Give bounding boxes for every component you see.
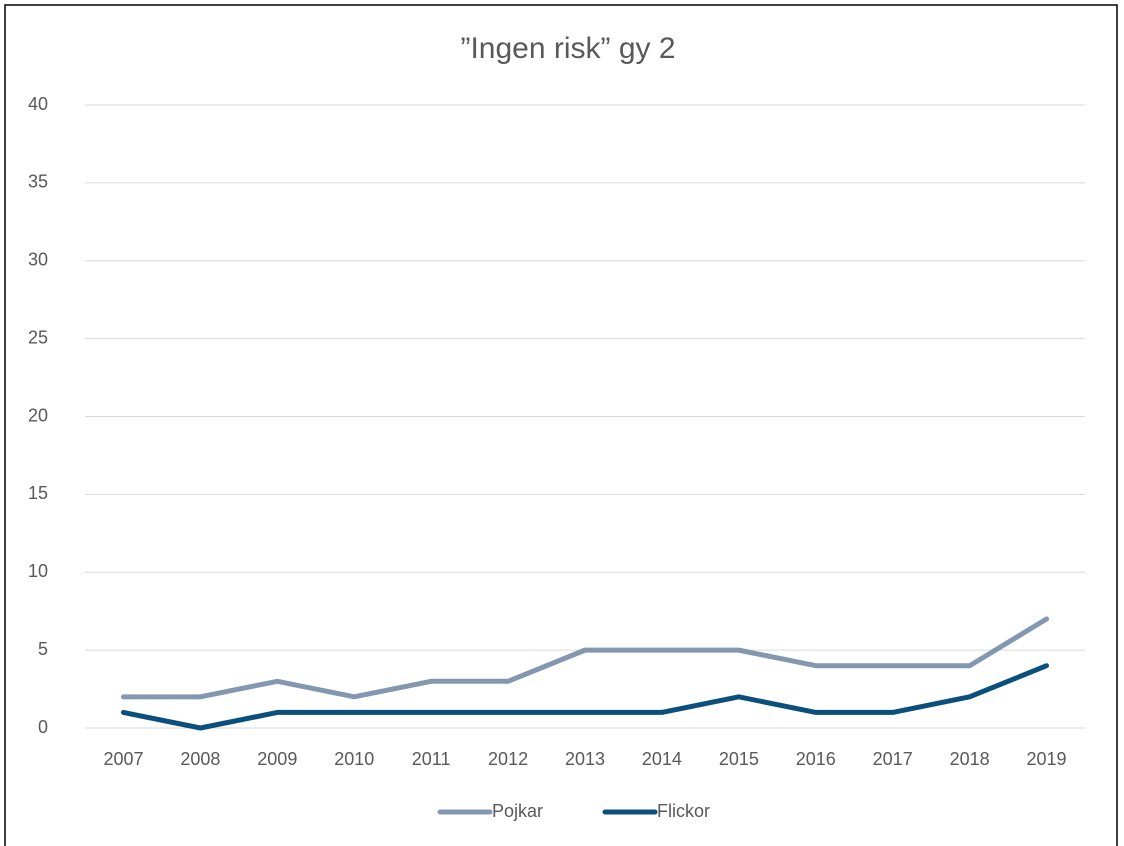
y-tick-label: 0 [38, 717, 48, 737]
chart-title: ”Ingen risk” gy 2 [460, 32, 675, 65]
x-tick-label: 2014 [642, 749, 682, 769]
series-line [120, 616, 1050, 700]
legend-label: Flickor [657, 801, 710, 821]
y-tick-label: 10 [28, 561, 48, 581]
x-tick-label: 2016 [796, 749, 836, 769]
y-tick-label: 35 [28, 172, 48, 192]
y-tick-label: 5 [38, 639, 48, 659]
x-tick-label: 2015 [719, 749, 759, 769]
x-tick-label: 2008 [180, 749, 220, 769]
y-tick-label: 20 [28, 405, 48, 425]
x-tick-label: 2009 [257, 749, 297, 769]
y-tick-label: 15 [28, 483, 48, 503]
x-tick-label: 2011 [412, 749, 451, 769]
x-tick-label: 2018 [950, 749, 990, 769]
series-line [120, 663, 1050, 731]
x-tick-label: 2010 [334, 749, 374, 769]
x-tick-label: 2019 [1027, 749, 1067, 769]
y-tick-label: 30 [28, 250, 48, 270]
x-tick-label: 2017 [873, 749, 913, 769]
x-tick-label: 2007 [103, 749, 143, 769]
y-tick-label: 25 [28, 327, 48, 347]
x-tick-label: 2013 [565, 749, 605, 769]
legend-label: Pojkar [492, 801, 543, 821]
y-tick-label: 40 [28, 94, 48, 114]
x-tick-label: 2012 [488, 749, 528, 769]
